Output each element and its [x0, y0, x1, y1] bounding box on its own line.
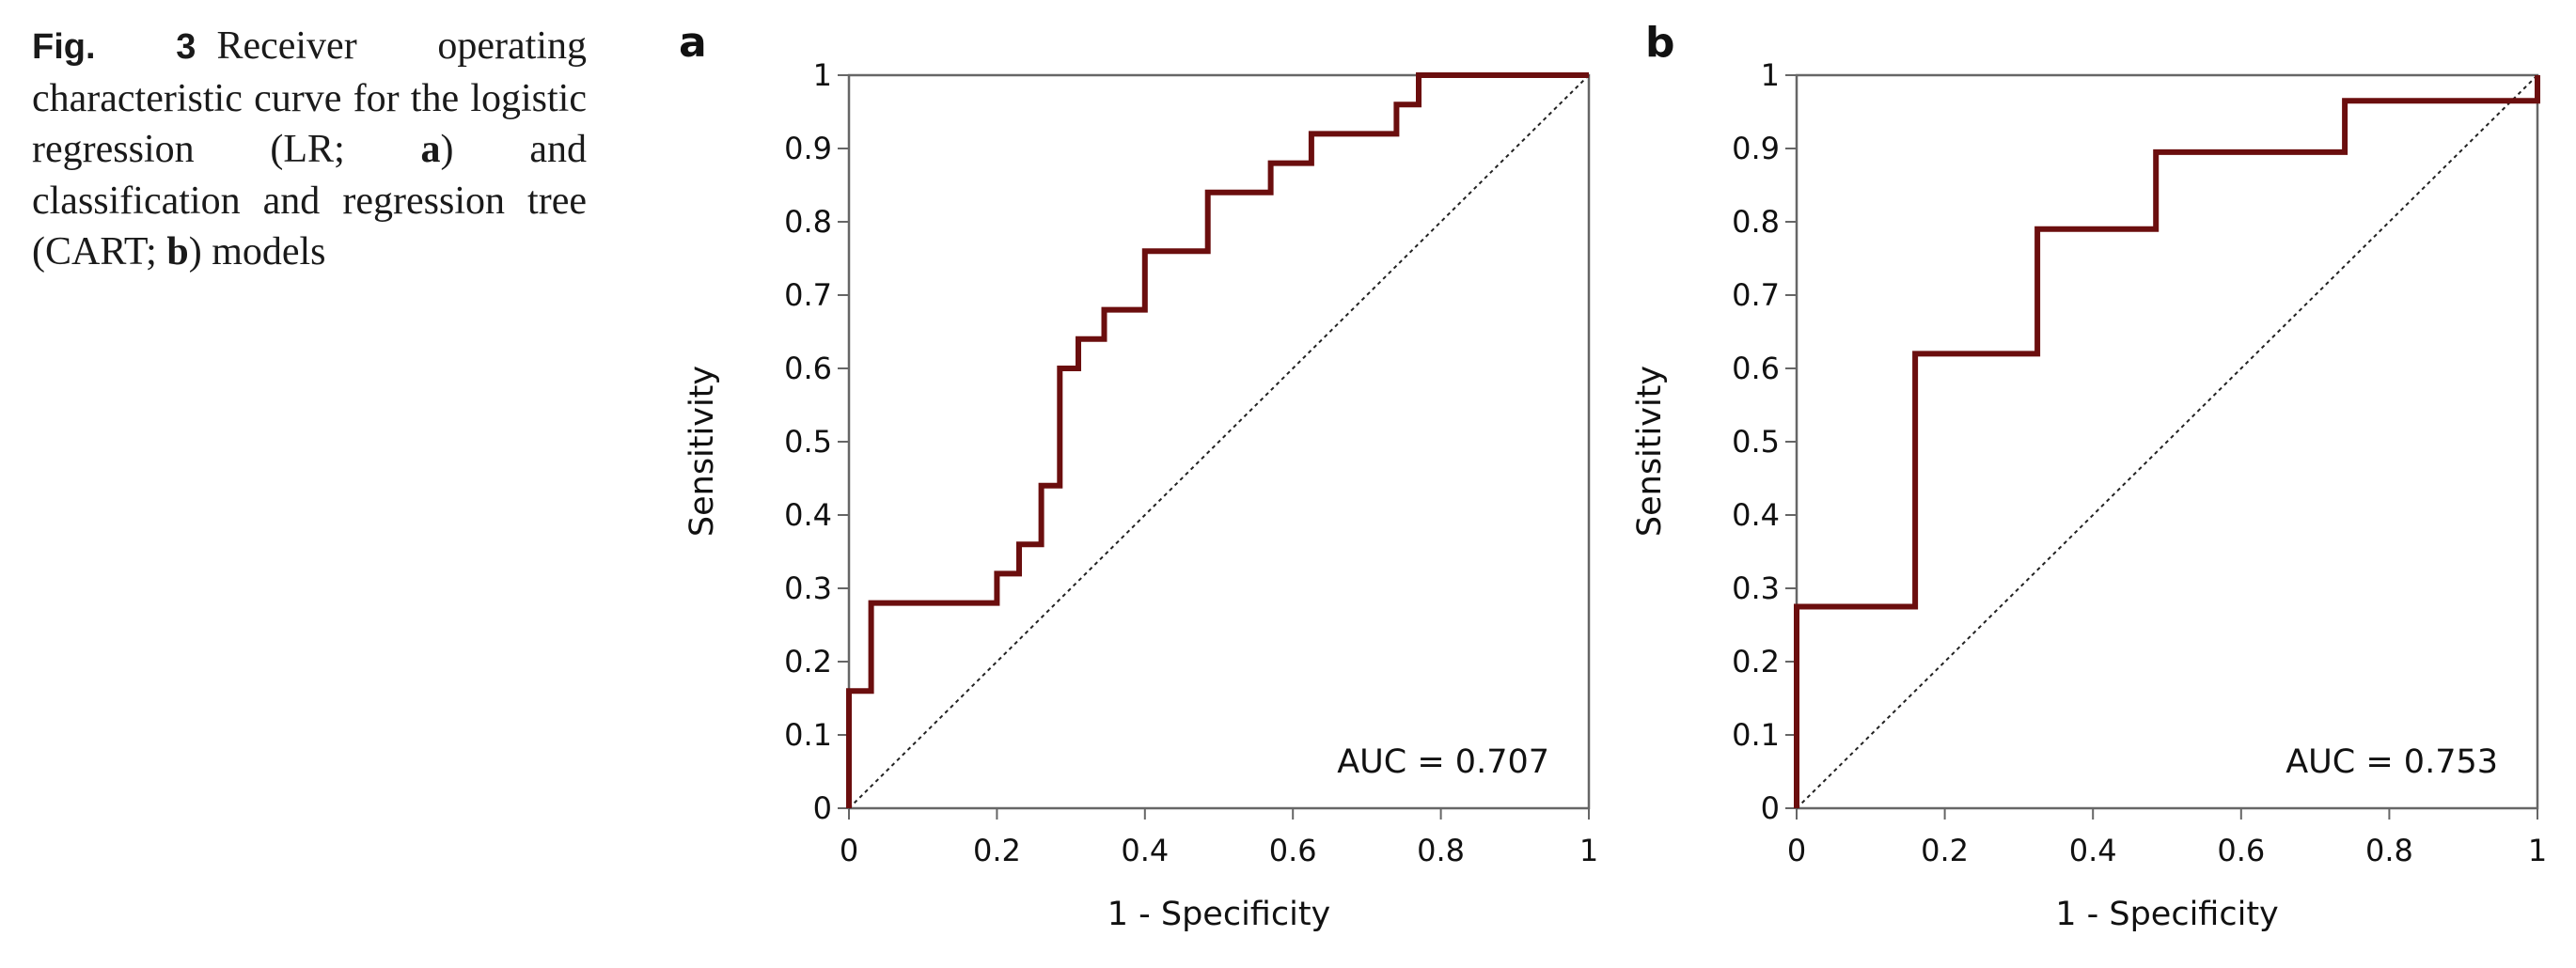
- panel-a-x-tick-label: 0.2: [973, 833, 1021, 868]
- caption-panel-ref-a: a: [420, 128, 441, 171]
- panel-a-y-tick-label: 0: [813, 790, 832, 826]
- panel-b-y-tick-label: 1: [1761, 57, 1780, 93]
- caption-text-1: Receiver operating characteristic curve …: [32, 24, 588, 171]
- panel-a-auc-label: AUC = 0.707: [1337, 743, 1549, 781]
- panel-a-y-tick-label: 0.2: [784, 644, 832, 679]
- panel-a-y-tick-label: 0.8: [784, 204, 832, 240]
- panel-b-y-tick-label: 0.4: [1732, 497, 1780, 533]
- panel-b-letter: b: [1645, 19, 1675, 67]
- panel-a-y-tick-label: 0.6: [784, 351, 832, 386]
- panel-b-y-tick-label: 0.1: [1732, 717, 1780, 753]
- figure-label: Fig. 3: [32, 27, 196, 67]
- panel-b-y-tick-label: 0.3: [1732, 570, 1780, 606]
- caption-text-3: ) models: [188, 230, 326, 273]
- panel-b-y-tick-label: 0.6: [1732, 351, 1780, 386]
- panel-a-roc-curve-lr: [846, 72, 1589, 808]
- caption-text-2: ) and classification and regression tree…: [32, 128, 587, 273]
- panel-b-x-tick-label: 0: [1787, 833, 1806, 868]
- panel-b-y-tick-label: 0.7: [1732, 277, 1780, 313]
- panel-b-x-tick-label: 0.8: [2365, 833, 2413, 868]
- panel-a-x-tick-label: 0.6: [1269, 833, 1317, 868]
- panel-a-reference-diagonal: [848, 74, 1590, 809]
- caption-panel-ref-b: b: [166, 230, 189, 273]
- panel-a-x-tick-label: 1: [1579, 833, 1598, 868]
- figure-caption: Fig. 3 Receiver operating characteristic …: [32, 21, 587, 278]
- panel-a-y-axis-title: Sensitivity: [683, 366, 721, 537]
- panel-b-x-tick-label: 1: [2528, 833, 2547, 868]
- panel-b-y-tick-label: 0.2: [1732, 644, 1780, 679]
- panel-a-y-tick-label: 0.4: [784, 497, 832, 533]
- panel-b-y-tick-label: 0.8: [1732, 204, 1780, 240]
- panel-b-x-axis-title: 1 - Specificity: [2055, 896, 2279, 933]
- panel-b-roc-curve-cart: [1794, 75, 2540, 808]
- panel-b-y-tick-label: 0: [1761, 790, 1780, 826]
- panel-a-letter: a: [679, 19, 707, 67]
- panel-a-y-tick-label: 0.7: [784, 277, 832, 313]
- panel-a-x-tick-label: 0: [840, 833, 858, 868]
- panel-b-auc-label: AUC = 0.753: [2285, 743, 2498, 781]
- panel-a-y-tick-label: 0.3: [784, 570, 832, 606]
- panel-a-x-tick-label: 0.4: [1121, 833, 1169, 868]
- panel-a-x-axis-title: 1 - Specificity: [1107, 896, 1331, 933]
- panel-b-y-tick-label: 0.9: [1732, 131, 1780, 166]
- panel-a-x-tick-label: 0.8: [1417, 833, 1465, 868]
- panel-b-x-tick-label: 0.2: [1921, 833, 1969, 868]
- panel-a-y-tick-label: 0.9: [784, 131, 832, 166]
- panel-b-x-tick-label: 0.6: [2217, 833, 2265, 868]
- panel-b-y-tick-label: 0.5: [1732, 424, 1780, 460]
- panel-a-y-tick-label: 0.5: [784, 424, 832, 460]
- panel-b-x-tick-label: 0.4: [2069, 833, 2117, 868]
- panel-a-y-tick-label: 0.1: [784, 717, 832, 753]
- panel-b-y-axis-title: Sensitivity: [1631, 366, 1669, 537]
- panel-a-y-tick-label: 1: [813, 57, 832, 93]
- panel-b-reference-diagonal: [1796, 74, 2538, 809]
